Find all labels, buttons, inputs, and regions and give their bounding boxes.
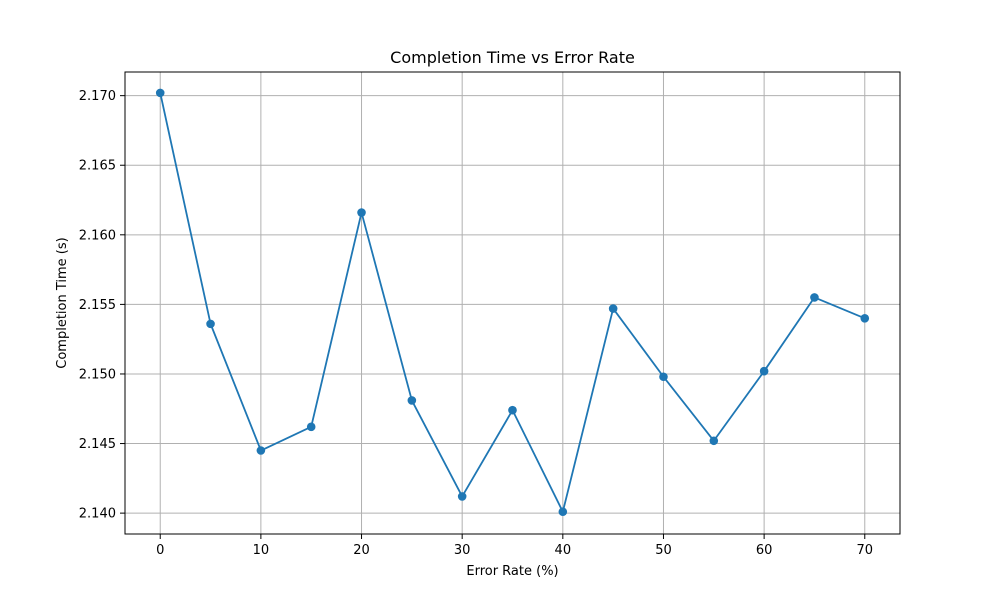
data-point — [709, 436, 719, 446]
x-tick-label: 60 — [756, 543, 773, 558]
plot-frame — [124, 71, 901, 535]
data-point — [357, 208, 366, 217]
series-layer — [155, 88, 870, 517]
data-point — [810, 293, 819, 302]
y-axis: 2.140 2.145 2.150 2.155 2.160 2.165 2.170 — [79, 89, 125, 522]
x-tick-label: 30 — [454, 543, 471, 558]
data-point — [306, 422, 316, 432]
y-tick-label: 2.155 — [79, 298, 116, 313]
data-point — [407, 396, 417, 405]
data-point — [508, 405, 517, 415]
data-point — [659, 372, 668, 382]
y-tick-label: 2.160 — [79, 228, 116, 243]
chart-title: Completion Time vs Error Rate — [390, 48, 635, 67]
y-tick-label: 2.165 — [79, 159, 116, 174]
data-point — [759, 366, 769, 376]
data-point — [608, 304, 618, 313]
y-tick-label: 2.170 — [79, 89, 116, 104]
data-point — [155, 88, 165, 98]
y-axis-label: Completion Time (s) — [55, 237, 70, 368]
x-axis: 0 10 20 30 40 50 60 70 — [156, 534, 873, 558]
data-point — [860, 314, 870, 323]
x-tick-label: 0 — [156, 543, 164, 558]
data-point — [558, 507, 568, 517]
series-line — [159, 92, 866, 513]
y-tick-label: 2.140 — [79, 507, 116, 522]
x-tick-label: 50 — [655, 543, 672, 558]
grid-lines — [125, 72, 900, 534]
x-axis-label: Error Rate (%) — [466, 564, 558, 579]
x-tick-label: 10 — [253, 543, 270, 558]
y-tick-label: 2.150 — [79, 367, 116, 382]
data-point — [457, 492, 467, 501]
y-tick-label: 2.145 — [79, 437, 116, 452]
x-tick-label: 40 — [555, 543, 572, 558]
data-point — [256, 446, 266, 455]
data-point — [206, 319, 215, 329]
x-tick-label: 20 — [353, 543, 370, 558]
x-tick-label: 70 — [856, 543, 873, 558]
